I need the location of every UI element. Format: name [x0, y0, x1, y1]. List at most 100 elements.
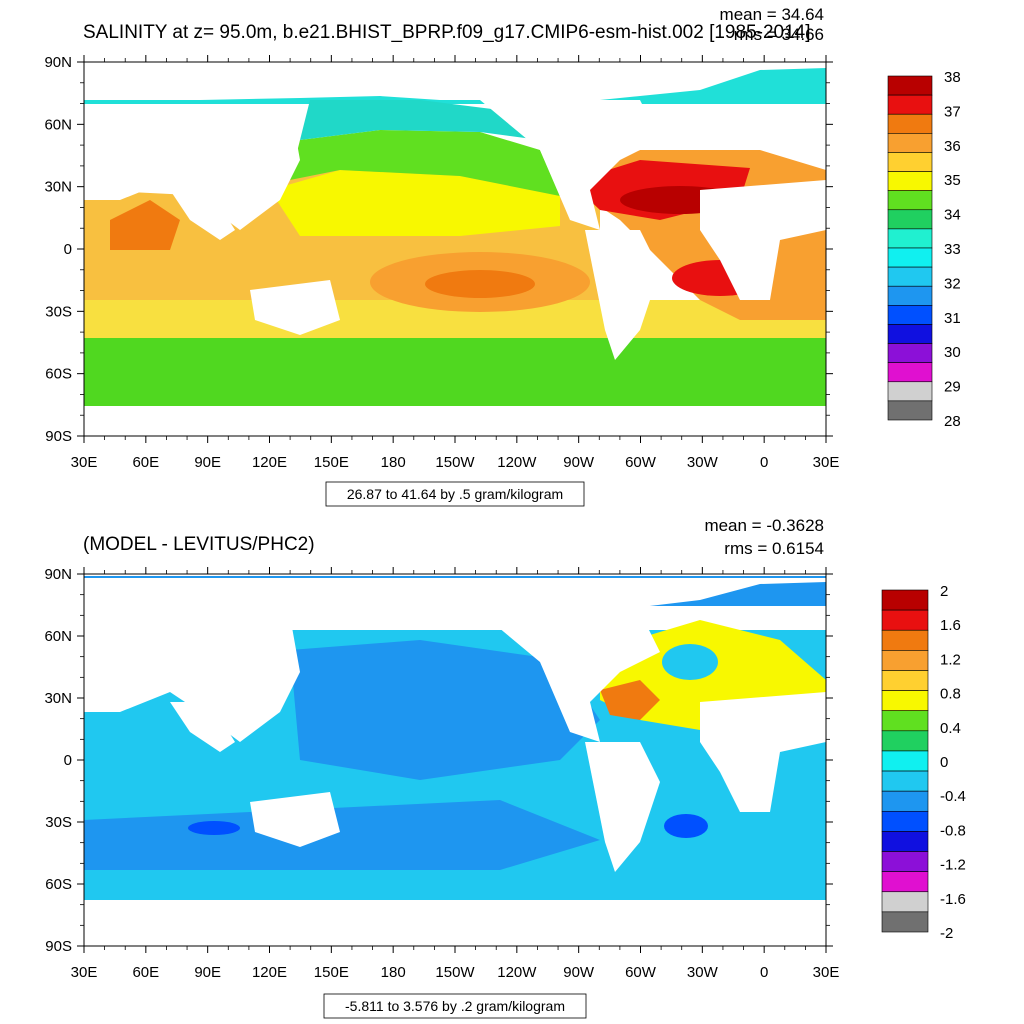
colorbar-swatch: [881, 851, 929, 872]
colorbar-label: -1.2: [940, 857, 966, 874]
colorbar-swatch: [881, 650, 929, 671]
y-tick-label: 90S: [45, 938, 72, 955]
gulf-stream-high: [600, 680, 660, 720]
x-tick-label: 0: [760, 454, 768, 471]
colorbar-swatch: [881, 891, 929, 913]
colorbar-swatch: [887, 209, 933, 230]
australia-land: [250, 280, 340, 335]
southern-ocean-band: [84, 336, 826, 406]
y-tick-label: 60N: [44, 116, 72, 133]
colorbar-label: -0.4: [940, 788, 966, 805]
south-america-land: [585, 230, 660, 360]
map-plot: [84, 62, 826, 436]
y-tick-label: 30N: [44, 690, 72, 707]
antarctica-land: [84, 912, 826, 946]
contour-info: -5.811 to 3.576 by .2 gram/kilogram: [345, 998, 565, 1014]
colorbar-swatch: [881, 730, 929, 752]
x-tick-label: 150E: [314, 964, 349, 981]
colorbar-swatch: [887, 400, 933, 421]
pacific-negative: [290, 640, 600, 780]
colorbar-swatch: [881, 810, 929, 832]
x-tick-label: 120W: [497, 454, 537, 471]
x-tick-label: 0: [760, 964, 768, 981]
colorbar-swatch: [887, 381, 933, 402]
panel-title: (MODEL - LEVITUS/PHC2): [83, 534, 315, 555]
colorbar-label: 1.6: [940, 617, 961, 634]
australia-land: [250, 792, 340, 847]
eurasia-land: [84, 104, 300, 230]
x-tick-label: 30W: [687, 964, 719, 981]
north-america-land: [480, 100, 660, 230]
x-tick-label: 150W: [435, 964, 475, 981]
y-tick-label: 60S: [45, 366, 72, 383]
x-tick-label: 90W: [563, 454, 595, 471]
colorbar-swatch: [881, 629, 929, 651]
y-tick-label: 0: [64, 752, 72, 769]
difference-panel: (MODEL - LEVITUS/PHC2) mean = -0.3628 rm…: [44, 516, 966, 1019]
colorbar-swatch: [887, 285, 933, 306]
x-tick-label: 60E: [132, 454, 159, 471]
arctic-land: [84, 64, 826, 100]
colorbar-label: 36: [944, 138, 961, 155]
colorbar-label: 30: [944, 344, 961, 361]
labrador-low: [662, 644, 718, 680]
colorbar-label: -2: [940, 925, 953, 942]
x-tick-label: 30E: [71, 454, 98, 471]
y-tick-label: 90N: [44, 54, 72, 71]
colorbar-swatch: [887, 324, 933, 344]
colorbar-swatch: [881, 911, 929, 933]
colorbar-label: 0.4: [940, 720, 961, 737]
x-tick-label: 90E: [194, 454, 221, 471]
x-tick-label: 120W: [497, 964, 537, 981]
x-tick-label: 30W: [687, 454, 719, 471]
x-tick-label: 180: [381, 454, 406, 471]
south-atlantic-low: [664, 814, 708, 838]
y-tick-label: 60S: [45, 876, 72, 893]
contour-info-box: [325, 481, 585, 507]
y-tick-label: 30S: [45, 814, 72, 831]
mean-stat: mean = -0.3628: [704, 516, 824, 535]
colorbar-label: 34: [944, 207, 961, 224]
axis-ticks: 30E 60E 90E 120E 150E 180 150W 120W 90W 60W 30W 0 30…: [44, 54, 839, 471]
colorbar-swatch: [887, 190, 933, 211]
x-tick-label: 180: [381, 964, 406, 981]
y-tick-label: 60N: [44, 628, 72, 645]
colorbar-swatch: [887, 266, 933, 287]
y-tick-label: 30N: [44, 179, 72, 196]
colorbar-label: 33: [944, 241, 961, 258]
x-tick-label: 150W: [435, 454, 475, 471]
colorbar-label: 28: [944, 413, 961, 430]
india-land: [170, 702, 235, 752]
colorbar-swatch: [881, 670, 929, 691]
colorbar: 2 1.6 1.2 0.8 0.4 0 -0.4 -0.8 -1.2 -1.6 -2: [881, 583, 966, 942]
x-tick-label: 90W: [563, 964, 595, 981]
colorbar-swatch: [881, 690, 929, 712]
x-tick-label: 150E: [314, 454, 349, 471]
colorbar-swatch: [887, 94, 933, 115]
colorbar-swatch: [887, 133, 933, 153]
contour-info-box: [323, 993, 587, 1019]
x-tick-label: 30E: [813, 964, 840, 981]
colorbar-label: 31: [944, 310, 961, 327]
colorbar-swatch: [881, 589, 929, 611]
colorbar-swatch: [887, 152, 933, 172]
india-land: [170, 190, 235, 240]
panel-title: SALINITY at z= 95.0m, b.e21.BHIST_BPRP.f…: [83, 22, 811, 43]
x-tick-label: 30E: [813, 454, 840, 471]
y-tick-label: 90S: [45, 428, 72, 445]
colorbar-label: -0.8: [940, 822, 966, 839]
x-tick-label: 120E: [252, 454, 287, 471]
colorbar-label: 37: [944, 103, 961, 120]
x-tick-label: 120E: [252, 964, 287, 981]
x-tick-label: 60E: [132, 964, 159, 981]
colorbar-label: 29: [944, 379, 961, 396]
salinity-panel: SALINITY at z= 95.0m, b.e21.BHIST_BPRP.f…: [44, 5, 961, 507]
southern-negative: [84, 800, 600, 870]
colorbar-swatch: [881, 609, 929, 631]
colorbar-label: 0.8: [940, 686, 961, 703]
arctic-land: [84, 578, 826, 612]
north-america-land: [480, 612, 660, 742]
y-tick-label: 90N: [44, 566, 72, 583]
colorbar: 38 37 36 35 34 33 32 31 30 29 28: [887, 69, 961, 430]
axis-ticks: 30E 60E 90E 120E 150E 180 150W 120W 90W 60W 30W 0 30…: [44, 566, 839, 981]
